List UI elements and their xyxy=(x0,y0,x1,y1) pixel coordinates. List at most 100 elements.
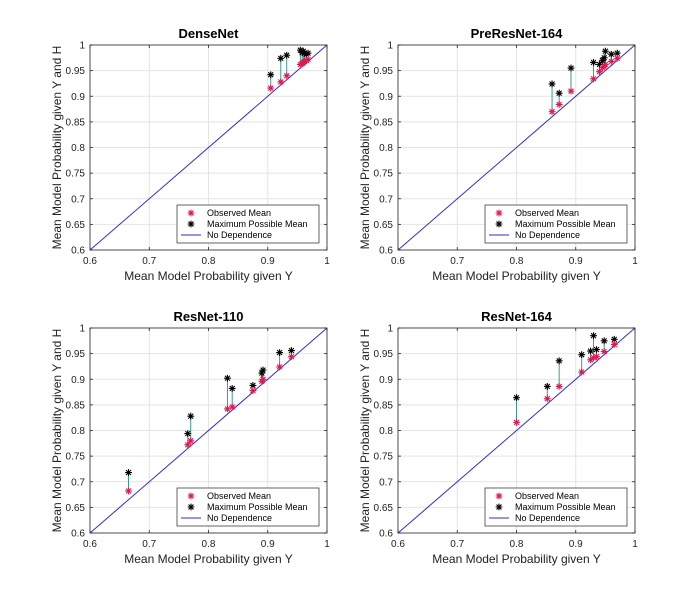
max-mean-point xyxy=(590,59,597,66)
x-tick-label: 0.8 xyxy=(510,539,524,550)
observed-mean-point xyxy=(513,418,520,426)
max-mean-point xyxy=(249,382,257,389)
max-mean-point xyxy=(578,351,586,359)
data-layer xyxy=(398,328,635,533)
x-tick-label: 0.7 xyxy=(450,256,464,267)
x-tick-label: 0.9 xyxy=(261,256,275,267)
y-tick-label: 0.65 xyxy=(66,220,86,231)
y-tick-label: 0.75 xyxy=(374,452,394,463)
observed-mean-point xyxy=(587,356,594,364)
observed-mean-point xyxy=(607,58,615,65)
legend-label: Maximum Possible Mean xyxy=(515,502,616,512)
x-tick-label: 0.6 xyxy=(83,539,97,550)
observed-mean-point xyxy=(259,375,267,383)
x-tick-label: 0.6 xyxy=(391,256,405,267)
x-tick-label: 0.8 xyxy=(510,256,524,267)
y-tick-label: 0.7 xyxy=(379,194,393,205)
max-mean-point xyxy=(543,383,551,390)
legend-max-marker xyxy=(495,503,503,511)
max-mean-point xyxy=(548,80,556,88)
observed-mean-point xyxy=(593,353,600,361)
legend-label: Observed Mean xyxy=(207,491,271,501)
data-layer xyxy=(90,328,327,533)
subplot-title: ResNet-110 xyxy=(173,309,243,324)
y-tick-label: 0.65 xyxy=(374,220,394,231)
max-mean-point xyxy=(587,347,594,355)
max-mean-point xyxy=(613,49,621,57)
legend-observed-marker xyxy=(187,209,195,217)
legend-box xyxy=(484,204,628,244)
observed-mean-point xyxy=(276,363,283,371)
y-tick-label: 0.7 xyxy=(379,477,393,488)
no-dependence-line xyxy=(398,328,635,533)
x-tick-label: 0.9 xyxy=(261,539,275,550)
observed-mean-point xyxy=(600,63,608,70)
legend-label: No Dependence xyxy=(515,513,580,523)
legend-max-marker xyxy=(495,220,503,228)
max-mean-point xyxy=(593,346,600,353)
x-tick-label: 0.7 xyxy=(142,256,156,267)
legend-label: Observed Mean xyxy=(515,491,579,501)
max-mean-point xyxy=(601,47,609,55)
x-axis-label: Mean Model Probability given Y xyxy=(432,269,601,283)
y-tick-label: 0.7 xyxy=(71,477,85,488)
x-tick-label: 0.6 xyxy=(83,256,97,267)
x-tick-label: 1 xyxy=(324,539,330,550)
y-tick-label: 0.95 xyxy=(66,349,86,360)
y-tick-label: 0.8 xyxy=(71,143,85,154)
max-mean-point xyxy=(600,337,608,345)
observed-mean-point xyxy=(224,405,231,413)
max-mean-point xyxy=(187,412,195,420)
legend-max-marker xyxy=(187,220,195,228)
y-tick-label: 0.7 xyxy=(71,194,85,205)
max-mean-point xyxy=(288,347,295,354)
y-tick-label: 0.95 xyxy=(66,66,86,77)
max-mean-point xyxy=(590,332,597,340)
observed-mean-point xyxy=(283,72,291,80)
observed-mean-point xyxy=(555,101,563,108)
y-axis-label: Mean Model Probability given Y and H xyxy=(50,46,64,250)
max-mean-point xyxy=(596,61,603,68)
legend-label: No Dependence xyxy=(207,230,272,240)
subplot-4: 0.6 0.7 0.8 0.9 1 0.6 0.65 0.7 0.75 0.8 0.85 0.9 0.9… xyxy=(358,309,638,566)
max-mean-point xyxy=(224,374,231,382)
x-tick-label: 0.8 xyxy=(202,256,216,267)
observed-mean-point xyxy=(304,55,312,63)
legend-observed-marker xyxy=(495,492,503,500)
observed-mean-point xyxy=(249,387,257,394)
max-mean-point xyxy=(299,47,307,55)
legend-observed-marker xyxy=(495,209,503,217)
observed-mean-point xyxy=(555,383,563,390)
observed-mean-point xyxy=(590,354,597,362)
max-mean-point xyxy=(555,357,563,365)
max-mean-point xyxy=(513,394,520,402)
max-mean-point xyxy=(276,349,283,356)
y-tick-label: 0.6 xyxy=(379,246,393,257)
max-mean-point xyxy=(259,366,267,374)
x-axis-label: Mean Model Probability given Y xyxy=(124,269,293,283)
observed-mean-point xyxy=(258,377,266,385)
y-tick-label: 1 xyxy=(387,41,393,52)
observed-mean-point xyxy=(600,348,608,355)
y-tick-label: 1 xyxy=(387,324,393,335)
legend-box xyxy=(176,204,320,244)
y-tick-label: 0.65 xyxy=(374,503,394,514)
observed-mean-point xyxy=(125,487,132,495)
observed-mean-point xyxy=(590,75,597,83)
legend-box xyxy=(484,487,628,527)
observed-mean-point xyxy=(613,54,621,62)
x-tick-label: 0.7 xyxy=(142,539,156,550)
y-tick-label: 0.8 xyxy=(71,426,85,437)
x-tick-label: 1 xyxy=(632,256,638,267)
y-tick-label: 0.75 xyxy=(66,452,86,463)
y-tick-label: 0.75 xyxy=(374,169,394,180)
max-mean-point xyxy=(610,335,618,343)
y-tick-label: 0.85 xyxy=(374,400,394,411)
max-mean-point xyxy=(228,385,236,392)
subplot-1: 0.6 0.7 0.8 0.9 1 0.6 0.65 0.7 0.75 0.8 0.85 0.9 0.9… xyxy=(50,26,330,283)
legend-label: Maximum Possible Mean xyxy=(207,219,308,229)
